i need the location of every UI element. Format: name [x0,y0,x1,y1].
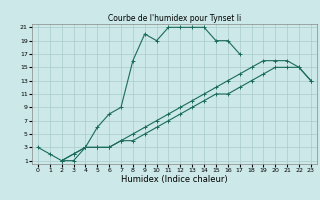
Title: Courbe de l'humidex pour Tynset Ii: Courbe de l'humidex pour Tynset Ii [108,14,241,23]
X-axis label: Humidex (Indice chaleur): Humidex (Indice chaleur) [121,175,228,184]
